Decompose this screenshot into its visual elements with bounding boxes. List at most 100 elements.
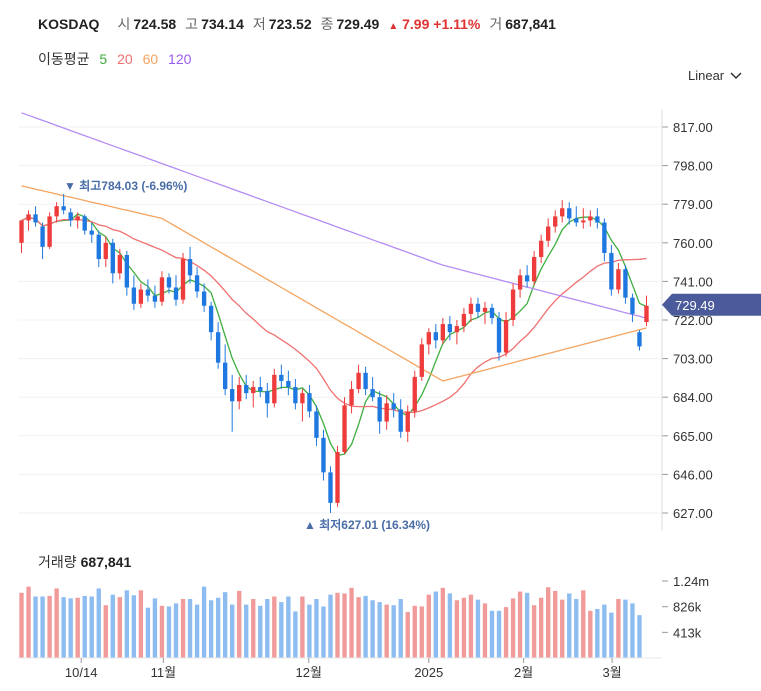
volume-bar	[159, 605, 165, 658]
volume-bar	[279, 602, 284, 658]
volume-bar	[433, 591, 438, 658]
ma-60-line	[21, 185, 647, 382]
volume-bar	[47, 595, 52, 658]
volume-bar	[412, 605, 417, 658]
candle-body	[426, 332, 431, 345]
candle-body	[54, 206, 59, 217]
candle-body	[321, 437, 326, 473]
volume-bar	[426, 594, 431, 658]
chevron-down-icon	[730, 68, 742, 83]
volume-tick-label: 413k	[673, 625, 702, 640]
volume-bar	[314, 599, 319, 658]
volume-bar	[538, 597, 544, 658]
volume-bar	[595, 608, 600, 658]
candle-body	[602, 222, 607, 253]
candle-body	[363, 372, 368, 390]
high-label: 고	[185, 16, 199, 32]
x-tick-label: 2월	[514, 665, 533, 680]
volume-bar	[482, 603, 488, 658]
candle-body	[237, 385, 242, 402]
y-tick-label: 760.00	[673, 236, 713, 251]
volume-bar	[405, 612, 410, 658]
candle-body	[307, 393, 312, 412]
volume-bar	[258, 605, 263, 658]
volume-bar	[244, 604, 249, 658]
scale-selector[interactable]: Linear	[688, 68, 742, 83]
change-arrow-icon: ▲	[388, 21, 399, 32]
volume-bar	[173, 603, 179, 658]
candle-body	[524, 275, 530, 282]
ma-5-line	[21, 213, 647, 457]
y-tick-label: 627.00	[673, 506, 713, 521]
candle-body	[623, 269, 628, 298]
candle-body	[517, 275, 523, 290]
volume-bars	[18, 586, 662, 659]
ma-60-label[interactable]: 60	[142, 51, 159, 67]
candle-body	[222, 362, 228, 390]
volume-bar	[447, 593, 453, 658]
y-tick-label: 741.00	[673, 274, 713, 289]
volume-bar	[194, 604, 200, 658]
volume-bar	[553, 590, 558, 658]
open-value: 724.58	[133, 16, 177, 32]
volume-bar	[377, 602, 382, 658]
candle-body	[588, 216, 593, 221]
volume-bar	[454, 600, 460, 658]
candle-body	[82, 216, 87, 231]
candle-body	[208, 305, 214, 333]
candle-body	[68, 212, 73, 221]
moving-average-lines	[21, 112, 647, 457]
volume-bar	[560, 599, 565, 658]
candle-body	[166, 277, 172, 288]
candle-body	[75, 216, 80, 221]
y-tick-label: 703.00	[673, 352, 713, 367]
candle-body	[145, 289, 151, 296]
volume-bar	[517, 591, 523, 658]
candle-body	[574, 218, 579, 223]
volume-bar	[391, 605, 396, 658]
volume-bar	[524, 592, 530, 658]
candle-body	[440, 324, 446, 341]
candle-body	[644, 305, 649, 323]
candle-body	[531, 257, 537, 282]
volume-bar	[510, 598, 516, 658]
volume-bar	[75, 597, 80, 658]
volume-bar	[602, 604, 607, 658]
candle-body	[244, 385, 249, 394]
volume-bar	[616, 599, 621, 658]
volume-bar	[321, 606, 326, 658]
volume-value: 687,841	[505, 16, 556, 32]
volume-bar	[384, 604, 389, 658]
x-tick-label: 12월	[296, 665, 322, 680]
open-label: 시	[117, 16, 131, 32]
candle-body	[510, 289, 516, 320]
scale-selector-label: Linear	[688, 68, 725, 83]
y-tick-label: 817.00	[673, 120, 713, 135]
low-label: 저	[252, 16, 266, 32]
symbol-name: KOSDAQ	[38, 16, 100, 32]
volume-bar	[215, 597, 221, 658]
ma-120-label[interactable]: 120	[168, 51, 192, 67]
candle-body	[117, 254, 122, 274]
volume-bar	[440, 587, 446, 658]
candle-body	[468, 303, 474, 314]
volume-bar	[19, 592, 24, 658]
volume-bar	[201, 586, 207, 658]
volume-bar	[531, 605, 537, 658]
candle-body	[124, 254, 130, 288]
volume-bar	[419, 606, 424, 658]
candle-body	[377, 397, 382, 422]
volume-bar	[208, 600, 214, 658]
y-tick-label: 684.00	[673, 390, 713, 405]
y-axis: 817.00 798.00 779.00 760.00 741.00 722.00 703.…	[661, 110, 713, 640]
candle-body	[47, 216, 52, 247]
ma-5-label[interactable]: 5	[99, 51, 108, 67]
volume-bar	[33, 596, 38, 658]
volume-bar	[40, 596, 45, 658]
volume-bar	[475, 599, 481, 658]
candle-body	[110, 242, 115, 274]
ma-20-label[interactable]: 20	[117, 51, 133, 67]
candle-body	[405, 411, 410, 432]
volume-bar	[68, 598, 73, 658]
